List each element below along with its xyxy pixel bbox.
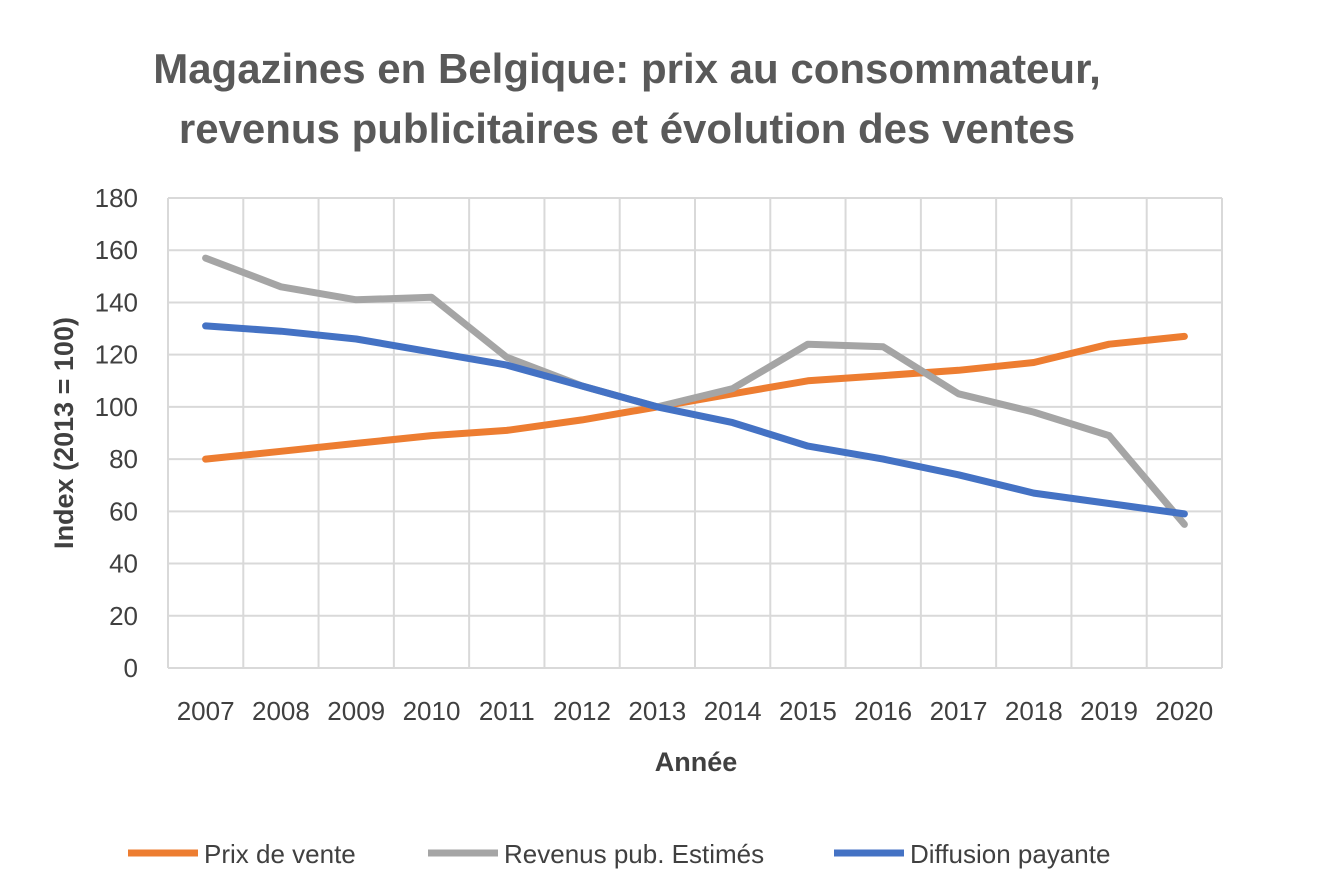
chart-title-line-1: Magazines en Belgique: prix au consommat… (153, 45, 1101, 92)
x-tick-label: 2015 (779, 696, 837, 726)
legend-label: Diffusion payante (910, 839, 1110, 869)
series-lines (202, 254, 1188, 528)
series-line-3 (202, 322, 1188, 518)
gridlines (167, 197, 1223, 669)
x-tick-label: 2011 (479, 696, 535, 726)
chart-title-line-2: revenus publicitaires et évolution des v… (179, 105, 1075, 152)
x-tick-label: 2020 (1155, 696, 1213, 726)
y-axis-ticks: 0 20 40 60 80 100 120 140 160 180 (95, 183, 138, 683)
y-tick-label: 120 (95, 340, 138, 370)
x-axis-title: Année (655, 747, 738, 777)
x-tick-label: 2018 (1005, 696, 1063, 726)
y-tick-label: 80 (109, 444, 138, 474)
legend-label: Prix de vente (204, 839, 356, 869)
legend: Prix de vente Revenus pub. Estimés Diffusi… (128, 839, 1110, 869)
y-tick-label: 140 (95, 287, 138, 317)
x-tick-label: 2012 (553, 696, 611, 726)
legend-label: Revenus pub. Estimés (504, 839, 764, 869)
series-line-2 (202, 254, 1188, 528)
y-tick-label: 20 (109, 601, 138, 631)
x-tick-label: 2010 (403, 696, 461, 726)
y-tick-label: 180 (95, 183, 138, 213)
y-tick-label: 160 (95, 235, 138, 265)
y-tick-label: 40 (109, 549, 138, 579)
x-tick-label: 2017 (930, 696, 988, 726)
x-tick-label: 2007 (177, 696, 235, 726)
y-tick-label: 100 (95, 392, 138, 422)
x-tick-label: 2009 (327, 696, 385, 726)
y-tick-label: 60 (109, 496, 138, 526)
x-tick-label: 2016 (854, 696, 912, 726)
x-tick-label: 2008 (252, 696, 310, 726)
y-axis-title: Index (2013 = 100) (49, 317, 79, 549)
x-axis-ticks: 2007 2008 2009 2010 2011 2012 2013 2014 2015 2016… (177, 696, 1214, 726)
x-tick-label: 2019 (1080, 696, 1138, 726)
x-tick-label: 2014 (704, 696, 762, 726)
y-tick-label: 0 (124, 653, 138, 683)
x-tick-label: 2013 (628, 696, 686, 726)
